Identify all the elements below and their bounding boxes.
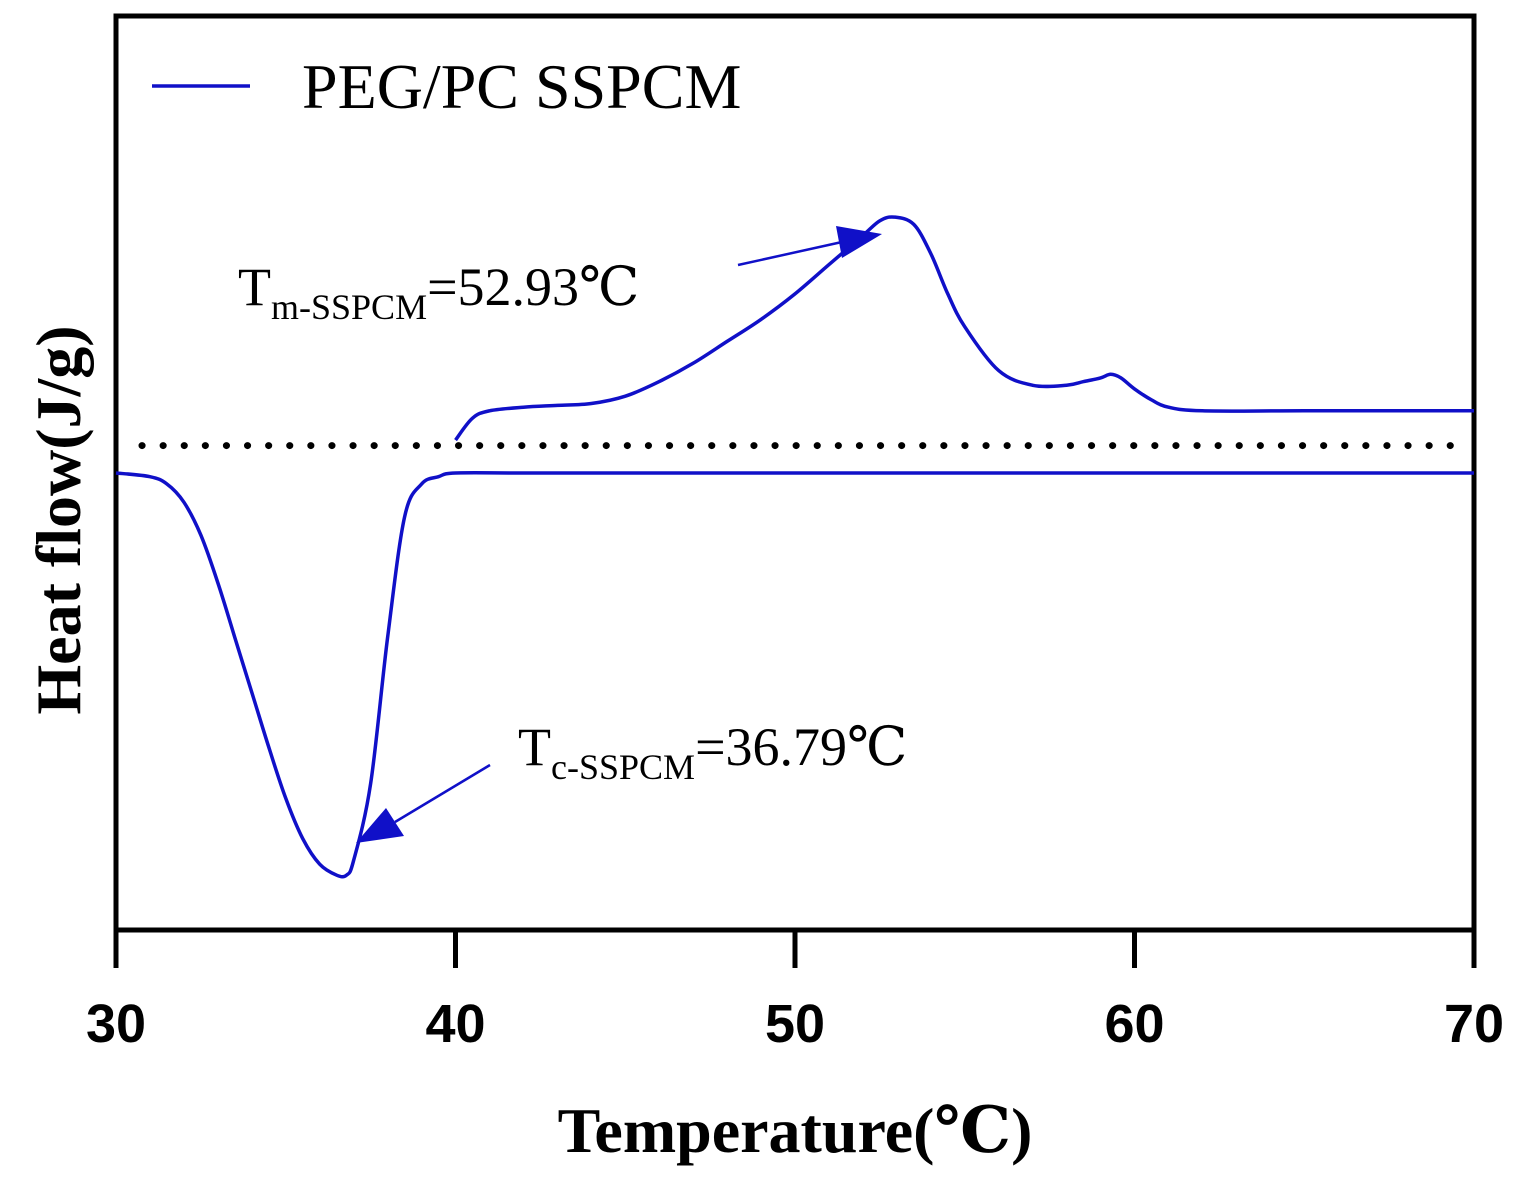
x-tick-label: 50	[765, 994, 825, 1054]
annotation-crystallization-arrow-shaft	[394, 763, 491, 824]
annotation-melting-value: =52.93℃	[427, 257, 639, 317]
annotation-crystallization-label: Tc-SSPCM=36.79℃	[518, 717, 907, 787]
x-tick-label: 60	[1104, 994, 1164, 1054]
legend-label: PEG/PC SSPCM	[302, 51, 741, 122]
x-axis-title: Temperature(℃)	[558, 1095, 1033, 1166]
annotation-melting-main: T	[238, 257, 271, 317]
x-tick-label: 40	[425, 994, 485, 1054]
annotation-melting-arrow-shaft	[737, 240, 843, 267]
annotation-crystallization-sub: c-SSPCM	[551, 747, 695, 787]
series-line-heating	[454, 215, 1474, 442]
legend: PEG/PC SSPCM	[152, 51, 741, 122]
x-tick-label: 30	[86, 994, 146, 1054]
annotation-crystallization-main: T	[518, 717, 551, 777]
annotation-crystallization: Tc-SSPCM=36.79℃	[356, 717, 907, 843]
y-axis-title: Heat flow(J/g)	[23, 325, 94, 714]
annotation-crystallization-arrowhead	[356, 808, 404, 843]
annotation-melting-sub: m-SSPCM	[271, 287, 427, 327]
x-tick-label: 70	[1444, 994, 1504, 1054]
annotation-melting: Tm-SSPCM=52.93℃	[238, 226, 882, 327]
x-axis-ticks: 30 40 50 60 70	[86, 930, 1504, 1054]
annotation-melting-label: Tm-SSPCM=52.93℃	[238, 257, 639, 327]
annotation-melting-arrowhead	[836, 226, 882, 258]
annotation-crystallization-value: =36.79℃	[695, 717, 907, 777]
series-line-cooling	[115, 470, 1474, 879]
